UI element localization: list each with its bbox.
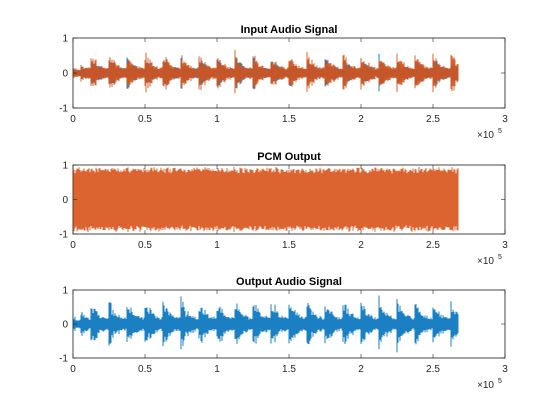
x-exponent-label: ×10 [477, 256, 494, 267]
y-tick-label: 0 [62, 69, 68, 80]
x-exponent-power: 5 [498, 378, 502, 385]
y-tick-label: -1 [59, 104, 68, 115]
x-tick-label: 1.5 [282, 240, 296, 251]
x-tick-label: 2 [358, 114, 364, 125]
y-tick-label: -1 [59, 354, 68, 365]
x-tick-label: 1 [214, 364, 220, 375]
x-exponent-power: 5 [498, 254, 502, 261]
x-tick-label: 0 [70, 114, 76, 125]
x-exponent-label: ×10 [477, 130, 494, 141]
x-tick-label: 2 [358, 240, 364, 251]
x-tick-label: 0 [70, 240, 76, 251]
y-tick-label: 0 [62, 320, 68, 331]
x-tick-label: 0 [70, 364, 76, 375]
x-tick-label: 2.5 [426, 364, 440, 375]
y-tick-label: 1 [62, 161, 68, 172]
x-tick-label: 1.5 [282, 364, 296, 375]
x-exponent-label: ×10 [477, 380, 494, 391]
y-tick-label: 0 [62, 195, 68, 206]
x-tick-label: 3 [502, 114, 508, 125]
x-tick-label: 1 [214, 240, 220, 251]
x-tick-label: 2.5 [426, 114, 440, 125]
y-tick-label: -1 [59, 230, 68, 241]
y-tick-label: 1 [62, 34, 68, 45]
x-tick-label: 0.5 [138, 240, 152, 251]
x-tick-label: 3 [502, 240, 508, 251]
x-tick-label: 1.5 [282, 114, 296, 125]
plot-title: Output Audio Signal [236, 276, 342, 288]
x-tick-label: 3 [502, 364, 508, 375]
plot-title: Input Audio Signal [241, 24, 338, 36]
x-exponent-power: 5 [498, 128, 502, 135]
y-tick-label: 1 [62, 286, 68, 297]
x-tick-label: 0.5 [138, 114, 152, 125]
x-tick-label: 2.5 [426, 240, 440, 251]
x-tick-label: 2 [358, 364, 364, 375]
plot-title: PCM Output [257, 151, 321, 163]
x-tick-label: 0.5 [138, 364, 152, 375]
x-tick-label: 1 [214, 114, 220, 125]
